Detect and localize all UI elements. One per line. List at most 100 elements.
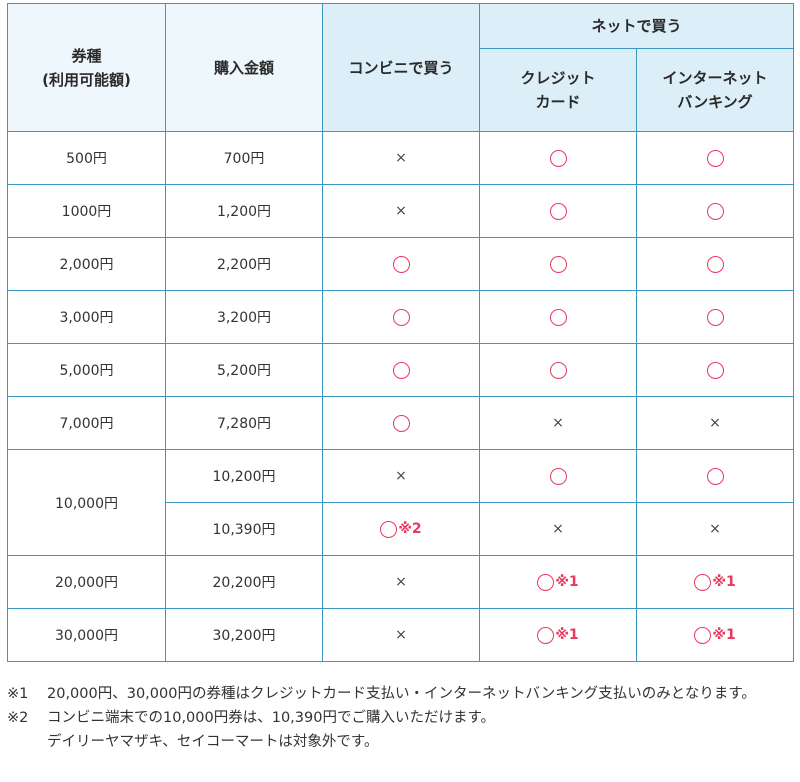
unavailable-mark: × <box>709 521 721 537</box>
cell-purchase-price: 5,200円 <box>165 343 323 397</box>
cell-konbini: ※2 <box>322 502 480 556</box>
available-circle-icon <box>706 255 724 273</box>
cell-konbini: × <box>322 449 480 503</box>
header-ticket-type-line2: (利用可能額) <box>42 70 131 89</box>
footnote-2: ※2 コンビニ端末での10,000円券は、10,390円でご購入いただけます。 … <box>7 706 793 754</box>
cell-credit <box>479 184 637 238</box>
cell-purchase-price: 20,200円 <box>165 555 323 609</box>
cell-banking <box>635 343 795 397</box>
cell-credit <box>479 449 637 503</box>
available-circle-icon <box>549 255 567 273</box>
header-purchase-price-label: 購入金額 <box>213 58 274 77</box>
available-circle-icon <box>392 414 410 432</box>
available-circle-icon <box>549 202 567 220</box>
header-credit-card-line1: クレジット <box>520 69 596 87</box>
cell-banking <box>635 184 795 238</box>
unavailable-mark: × <box>395 150 407 166</box>
cell-konbini <box>322 290 480 344</box>
header-konbini: コンビニで買う <box>322 3 480 132</box>
cell-ticket-type: 30,000円 <box>7 608 166 662</box>
table-row: 7,000円 7,280円 × × <box>7 396 795 450</box>
header-net-banking-line1: インターネット <box>662 69 768 87</box>
unavailable-mark: × <box>552 415 564 431</box>
cell-ticket-type: 3,000円 <box>7 290 166 344</box>
cell-purchase-price: 2,200円 <box>165 237 323 291</box>
table-row: 1000円 1,200円 × <box>7 184 795 238</box>
available-circle-icon <box>706 361 724 379</box>
cell-konbini <box>322 396 480 450</box>
available-circle-icon <box>706 202 724 220</box>
cell-ticket-type: 2,000円 <box>7 237 166 291</box>
footnote-1-text: 20,000円、30,000円の券種はクレジットカード支払い・インターネットバン… <box>47 686 756 702</box>
available-circle-icon <box>694 573 712 591</box>
footnote-ref: ※1 <box>712 627 736 643</box>
cell-purchase-price: 30,200円 <box>165 608 323 662</box>
header-credit-card-line2: カード <box>535 93 581 111</box>
cell-banking <box>635 131 795 185</box>
available-circle-icon <box>537 626 555 644</box>
table-row: 10,000円 10,200円 × <box>7 449 795 556</box>
unavailable-mark: × <box>395 203 407 219</box>
cell-purchase-price: 1,200円 <box>165 184 323 238</box>
available-circle-icon <box>380 520 398 538</box>
available-circle-icon <box>694 626 712 644</box>
cell-banking <box>635 290 795 344</box>
cell-credit <box>479 131 637 185</box>
cell-konbini: × <box>322 131 480 185</box>
footnote-ref: ※1 <box>555 627 579 643</box>
cell-banking <box>635 237 795 291</box>
cell-ticket-type: 7,000円 <box>7 396 166 450</box>
header-credit-card: クレジット カード <box>479 48 637 132</box>
table-header: 券種 (利用可能額) 購入金額 コンビニで買う ネットで買う クレジット カード… <box>7 3 795 132</box>
cell-banking: × <box>635 396 795 450</box>
unavailable-mark: × <box>395 627 407 643</box>
unavailable-mark: × <box>709 415 721 431</box>
cell-ticket-type: 5,000円 <box>7 343 166 397</box>
footnote-2-line1: コンビニ端末での10,000円券は、10,390円でご購入いただけます。 <box>47 710 496 726</box>
header-net-group: ネットで買う <box>478 3 795 49</box>
available-circle-icon <box>549 149 567 167</box>
cell-ticket-type: 20,000円 <box>7 555 166 609</box>
footnote-2-text: コンビニ端末での10,000円券は、10,390円でご購入いただけます。 デイリ… <box>47 706 793 754</box>
table-body: 500円 700円 × 1000円 1,200円 × 2,000円 2,200円 3,000円 3… <box>7 131 795 662</box>
cell-ticket-type: 10,000円 <box>7 449 166 556</box>
cell-credit: × <box>479 502 637 556</box>
header-konbini-label: コンビニで買う <box>348 58 454 77</box>
available-circle-icon <box>706 308 724 326</box>
header-ticket-type-line1: 券種 <box>71 46 102 65</box>
cell-credit: ※1 <box>479 608 637 662</box>
table-row: 20,000円 20,200円 × ※1 ※1 <box>7 555 795 609</box>
unavailable-mark: × <box>395 574 407 590</box>
available-circle-icon <box>392 308 410 326</box>
table-row: 30,000円 30,200円 × ※1 ※1 <box>7 608 795 662</box>
cell-purchase-price: 3,200円 <box>165 290 323 344</box>
cell-purchase-price: 10,200円 <box>165 449 323 503</box>
header-net-group-label: ネットで買う <box>591 17 682 35</box>
cell-banking <box>635 449 795 503</box>
footnote-1-mark: ※1 <box>7 686 29 702</box>
cell-konbini <box>322 343 480 397</box>
footnotes: ※1 20,000円、30,000円の券種はクレジットカード支払い・インターネッ… <box>7 682 793 754</box>
table-row: 500円 700円 × <box>7 131 795 185</box>
cell-credit: × <box>479 396 637 450</box>
cell-credit <box>479 343 637 397</box>
available-circle-icon <box>392 361 410 379</box>
cell-purchase-price: 10,390円 <box>165 502 323 556</box>
table-row: 5,000円 5,200円 <box>7 343 795 397</box>
cell-ticket-type: 500円 <box>7 131 166 185</box>
table-row: 10,390円 ※2 × × <box>8 502 795 556</box>
table-row: 3,000円 3,200円 <box>7 290 795 344</box>
header-ticket-type: 券種 (利用可能額) <box>7 3 166 132</box>
available-circle-icon <box>549 467 567 485</box>
available-circle-icon <box>392 255 410 273</box>
footnote-2-line2: デイリーヤマザキ、セイコーマートは対象外です。 <box>47 734 379 750</box>
header-net-banking: インターネット バンキング <box>635 48 795 132</box>
cell-banking: ※1 <box>635 555 795 609</box>
cell-credit <box>479 290 637 344</box>
footnote-2-mark: ※2 <box>7 710 29 726</box>
cell-purchase-price: 7,280円 <box>165 396 323 450</box>
cell-banking: × <box>635 502 795 556</box>
cell-purchase-price: 700円 <box>165 131 323 185</box>
cell-konbini: × <box>322 608 480 662</box>
available-circle-icon <box>549 308 567 326</box>
